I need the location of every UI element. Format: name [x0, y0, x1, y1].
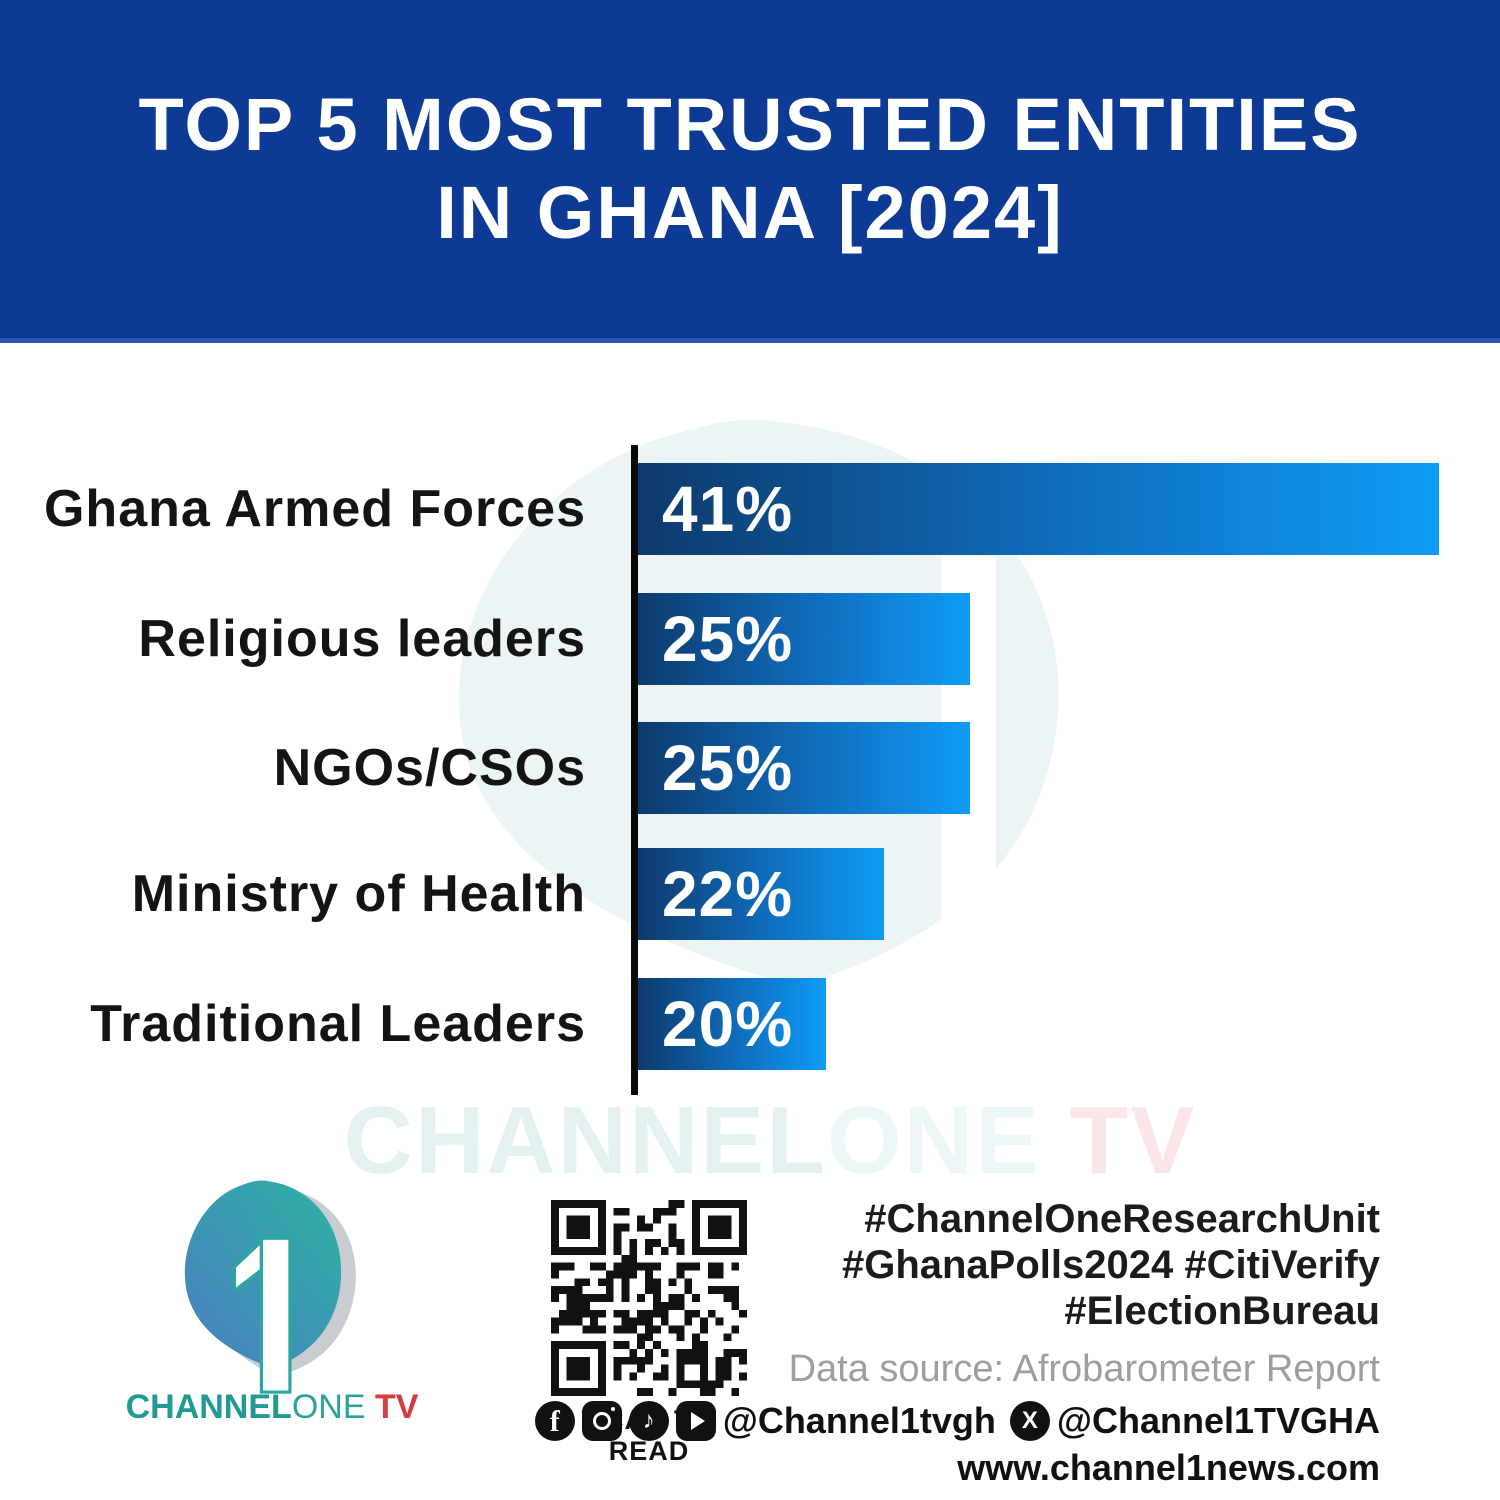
- bar: 25%: [638, 722, 970, 814]
- value-label: 25%: [662, 732, 794, 804]
- watermark-tv: TV: [1041, 1087, 1197, 1194]
- hashtag-line: #ElectionBureau: [1064, 1289, 1380, 1333]
- page-title-line1: TOP 5 MOST TRUSTED ENTITIES: [138, 83, 1362, 166]
- axis-line: [631, 445, 638, 1095]
- bar-row: Traditional Leaders 20%: [0, 978, 1500, 1070]
- social-handle-2: @Channel1TVGHA: [1056, 1400, 1380, 1441]
- hashtags-block: #ChannelOneResearchUnit #GhanaPolls2024 #…: [760, 1196, 1380, 1334]
- logo-wordmark: CHANNELONE TV: [92, 1388, 452, 1427]
- bar-chart: Ghana Armed Forces 41% Religious leaders 25…: [0, 445, 1500, 1095]
- hashtag-line: #ChannelOneResearchUnit: [864, 1197, 1380, 1241]
- x-icon: X: [1009, 1401, 1050, 1441]
- wordmark-tv: TV: [365, 1388, 419, 1426]
- channel-one-logo: [184, 1180, 356, 1394]
- watermark-one: ONE: [826, 1087, 1041, 1194]
- watermark-channel: CHANNEL: [343, 1087, 827, 1194]
- logo-numeral-1: [232, 1236, 292, 1394]
- category-label: NGOs/CSOs: [273, 739, 586, 797]
- page-title-line2: IN GHANA [2024]: [436, 171, 1064, 254]
- social-handle-1: @Channel1tvgh: [722, 1400, 996, 1441]
- bar-row: Ministry of Health 22%: [0, 848, 1500, 940]
- wordmark-channel: CHANNEL: [125, 1388, 292, 1426]
- facebook-icon: f: [534, 1401, 575, 1441]
- value-label: 22%: [662, 858, 794, 930]
- youtube-icon: [675, 1401, 716, 1441]
- bar-row: Ghana Armed Forces 41%: [0, 463, 1500, 555]
- bar: 25%: [638, 593, 970, 685]
- bar: 22%: [638, 848, 884, 940]
- bar-row: Religious leaders 25%: [0, 593, 1500, 685]
- category-label: Religious leaders: [138, 610, 586, 668]
- data-source: Data source: Afrobarometer Report: [788, 1348, 1380, 1390]
- qr-code: [551, 1200, 747, 1396]
- header-banner: TOP 5 MOST TRUSTED ENTITIES IN GHANA [20…: [0, 0, 1500, 343]
- instagram-icon: [581, 1401, 622, 1441]
- category-label: Ghana Armed Forces: [43, 480, 586, 538]
- bar: 20%: [638, 978, 826, 1070]
- tiktok-icon: ♪: [628, 1401, 669, 1441]
- footer-right-column: #ChannelOneResearchUnit #GhanaPolls2024 #…: [534, 1196, 1380, 1488]
- value-label: 25%: [662, 603, 794, 675]
- hashtag-line: #GhanaPolls2024 #CitiVerify: [841, 1243, 1380, 1287]
- value-label: 20%: [662, 988, 794, 1060]
- bar-row: NGOs/CSOs 25%: [0, 722, 1500, 814]
- category-label: Ministry of Health: [131, 865, 586, 923]
- social-row: f ♪ @Channel1tvgh X @Channel1TVGHA: [534, 1400, 1380, 1442]
- value-label: 41%: [662, 473, 794, 545]
- bar: 41%: [638, 463, 1439, 555]
- watermark-text: CHANNELONE TV: [340, 1086, 1200, 1196]
- wordmark-one: ONE: [291, 1388, 366, 1426]
- website-url: www.channel1news.com: [957, 1447, 1380, 1488]
- category-label: Traditional Leaders: [90, 995, 586, 1053]
